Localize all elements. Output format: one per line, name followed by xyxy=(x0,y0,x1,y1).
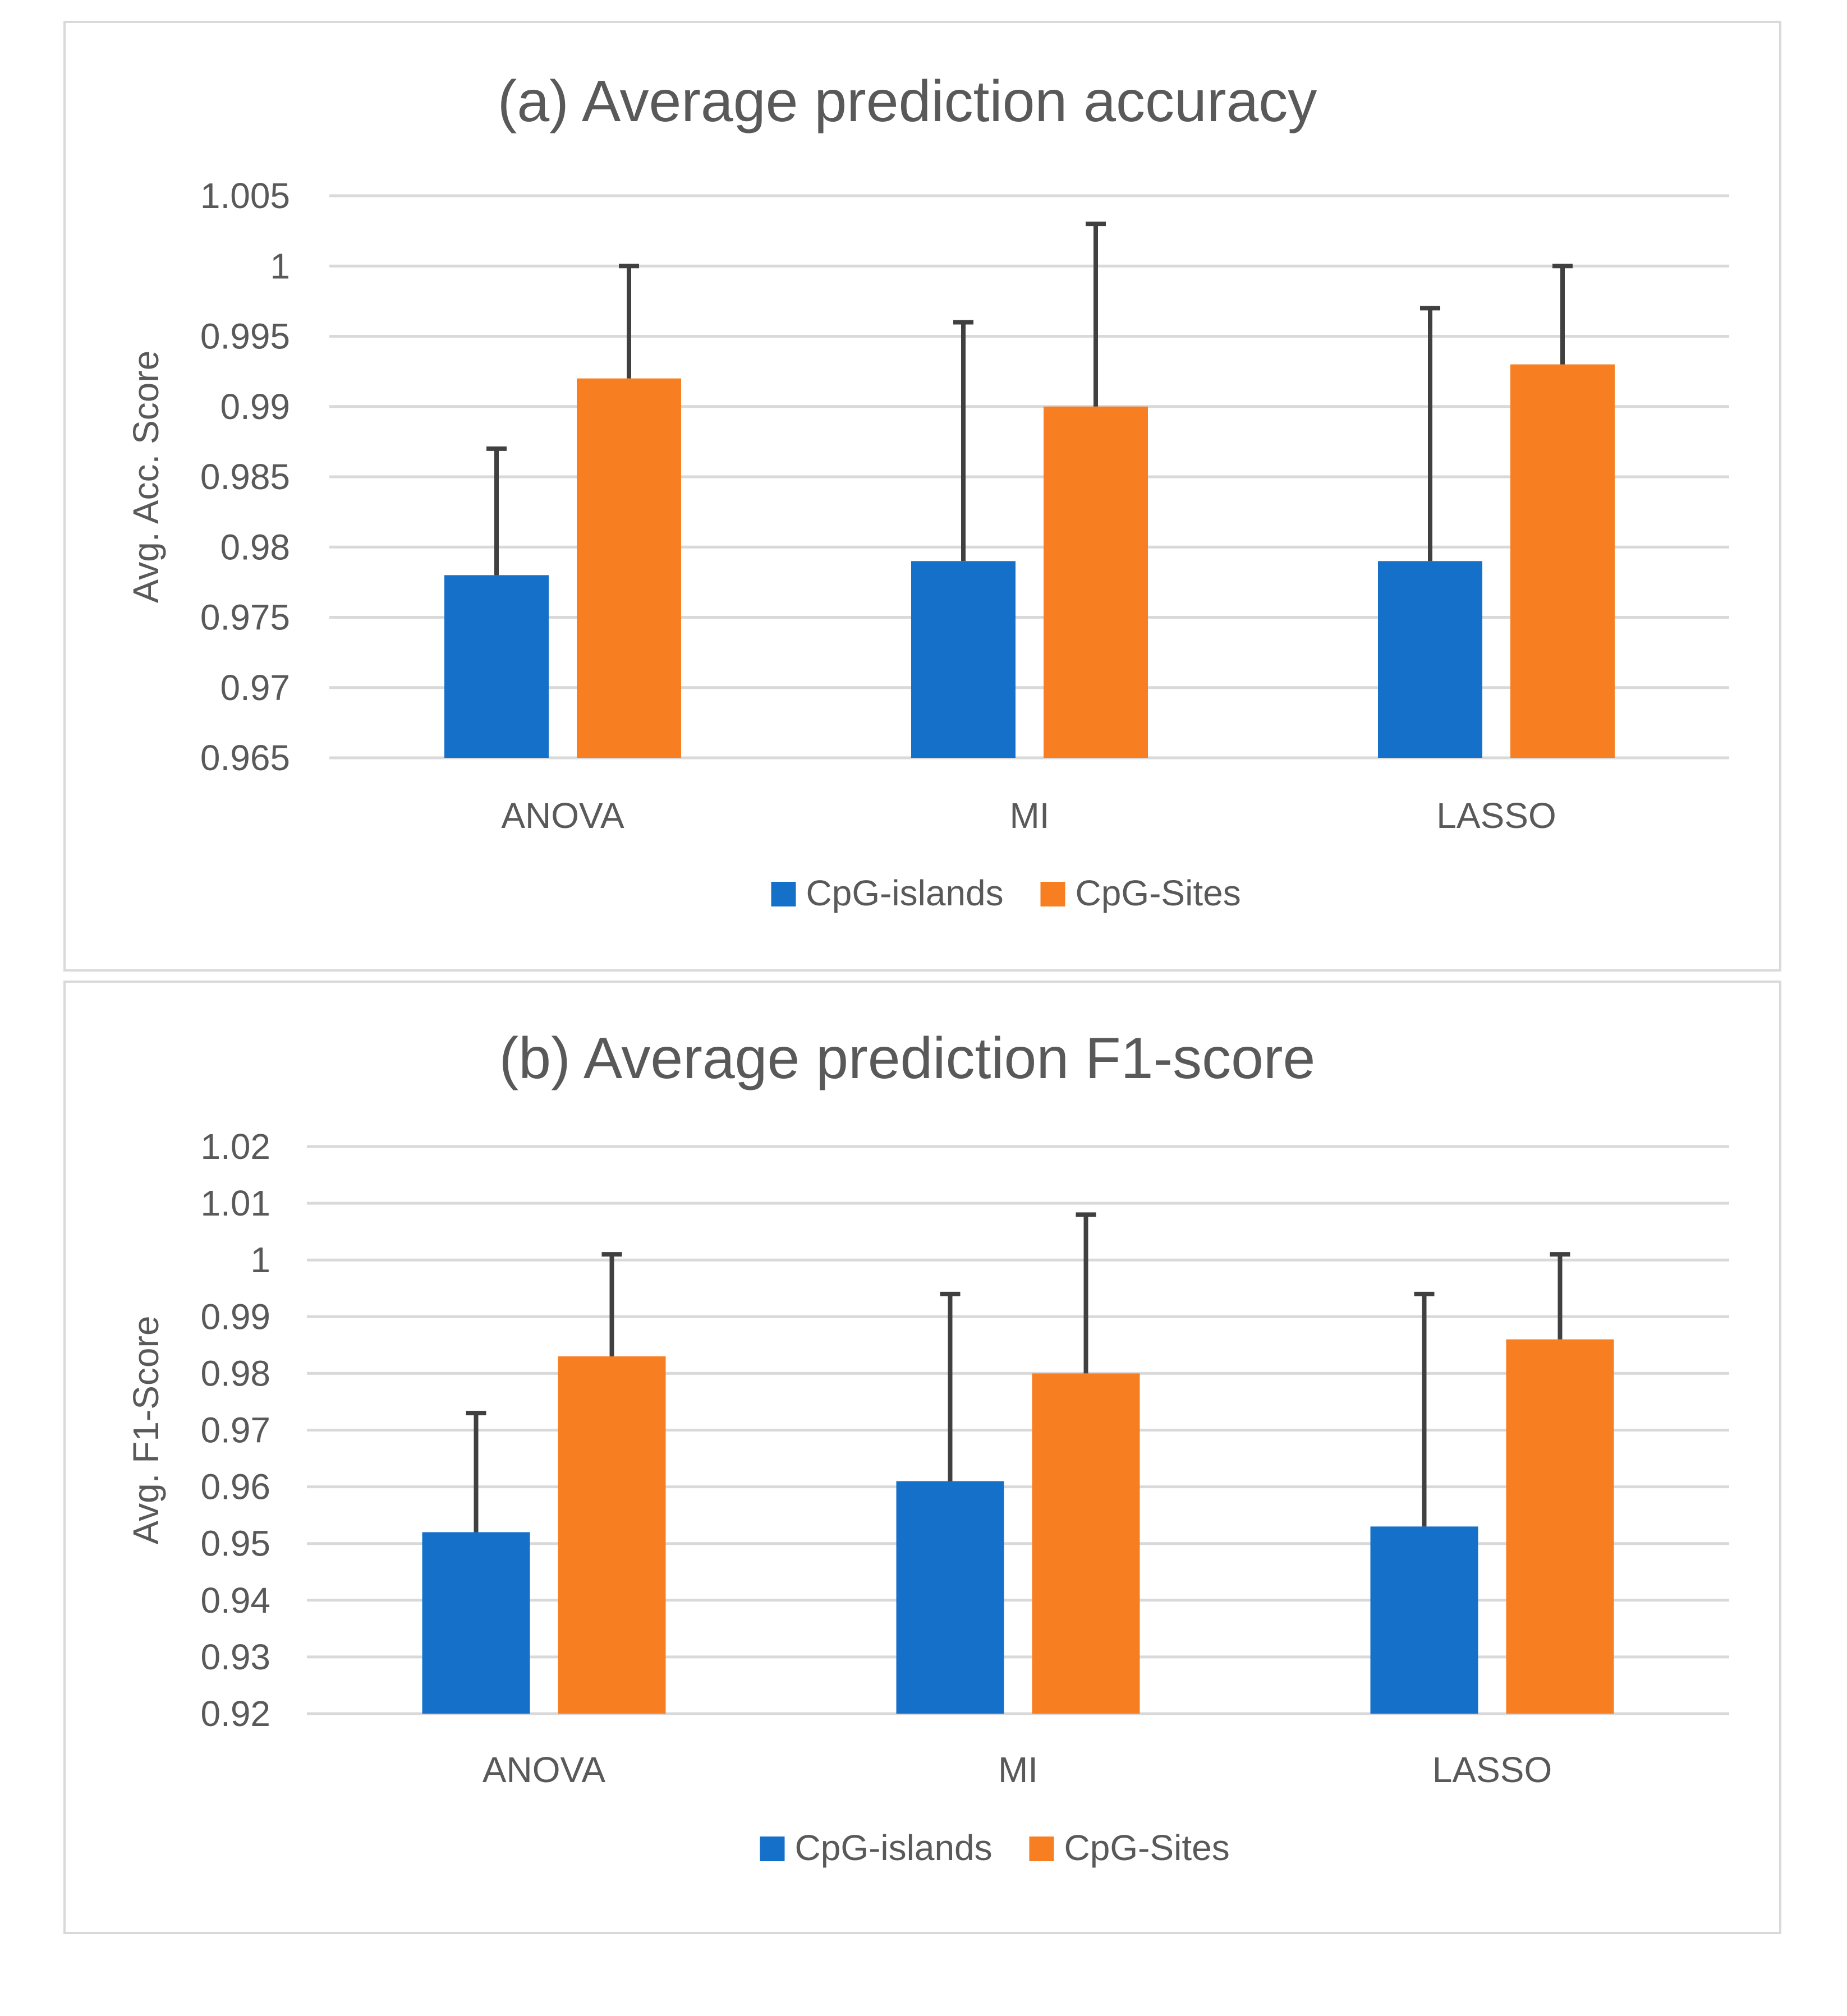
f1-score-chart: (b) Average prediction F1-score 0.92 0.93 0… xyxy=(126,1026,1729,1868)
y-tick-label: 0.965 xyxy=(200,738,290,778)
x-category-label: MI xyxy=(1009,795,1049,836)
bar-cpg-sites-mi xyxy=(1044,406,1148,758)
chart-panel-f1: (b) Average prediction F1-score 0.92 0.93 0… xyxy=(63,981,1781,1934)
bar-cpg-sites-anova xyxy=(577,378,681,758)
legend-swatch-cpg-islands xyxy=(760,1837,785,1861)
x-category-label: MI xyxy=(998,1750,1038,1790)
y-tick-label: 0.97 xyxy=(200,1410,270,1451)
chart-panel-accuracy: (a) Average prediction accuracy 0.965 0.97… xyxy=(63,21,1781,972)
y-tick-label: 0.99 xyxy=(220,386,290,427)
bar-cpg-sites-mi xyxy=(1032,1373,1140,1714)
y-tick-label: 0.995 xyxy=(200,316,290,357)
legend-swatch-cpg-sites xyxy=(1040,882,1065,906)
accuracy-chart: (a) Average prediction accuracy 0.965 0.97… xyxy=(126,69,1729,913)
y-tick-label: 1.02 xyxy=(200,1126,270,1167)
y-axis-title: Avg. Acc. Score xyxy=(126,351,166,604)
x-category-label: ANOVA xyxy=(501,795,624,836)
y-axis-title: Avg. F1-Score xyxy=(126,1316,166,1545)
y-tick-label: 1.005 xyxy=(200,176,290,216)
bar-cpg-islands-lasso xyxy=(1370,1526,1478,1714)
y-tick-label: 0.94 xyxy=(200,1580,270,1621)
y-tick-label: 1.01 xyxy=(200,1183,270,1223)
x-category-label: ANOVA xyxy=(483,1750,606,1790)
y-tick-label: 0.96 xyxy=(200,1467,270,1507)
y-tick-label: 0.95 xyxy=(200,1523,270,1564)
bar-cpg-sites-lasso xyxy=(1506,1339,1614,1714)
y-tick-label: 1 xyxy=(250,1240,270,1280)
bar-cpg-islands-mi xyxy=(911,561,1016,758)
bar-cpg-islands-anova xyxy=(422,1532,530,1714)
y-tick-label: 0.99 xyxy=(200,1296,270,1337)
y-tick-label: 0.985 xyxy=(200,457,290,497)
chart-title: (a) Average prediction accuracy xyxy=(498,69,1317,134)
y-tick-label: 0.98 xyxy=(220,527,290,567)
y-tick-label: 0.92 xyxy=(200,1693,270,1734)
bar-cpg-sites-anova xyxy=(558,1356,666,1714)
legend-label: CpG-Sites xyxy=(1064,1828,1230,1868)
y-tick-label: 0.97 xyxy=(220,668,290,708)
legend-swatch-cpg-sites xyxy=(1029,1837,1054,1861)
y-tick-label: 1 xyxy=(270,246,290,286)
y-tick-label: 0.98 xyxy=(200,1353,270,1393)
legend-label: CpG-Sites xyxy=(1076,873,1241,913)
y-tick-label: 0.93 xyxy=(200,1637,270,1677)
legend-swatch-cpg-islands xyxy=(771,882,796,906)
chart-title: (b) Average prediction F1-score xyxy=(499,1026,1316,1091)
legend-label: CpG-islands xyxy=(795,1828,993,1868)
legend-label: CpG-islands xyxy=(806,873,1004,913)
bar-cpg-islands-mi xyxy=(896,1481,1004,1714)
x-category-label: LASSO xyxy=(1436,795,1556,836)
y-tick-label: 0.975 xyxy=(200,597,290,638)
bar-cpg-islands-anova xyxy=(444,575,549,758)
x-category-label: LASSO xyxy=(1432,1750,1552,1790)
bar-cpg-islands-lasso xyxy=(1378,561,1482,758)
bar-cpg-sites-lasso xyxy=(1510,364,1615,758)
